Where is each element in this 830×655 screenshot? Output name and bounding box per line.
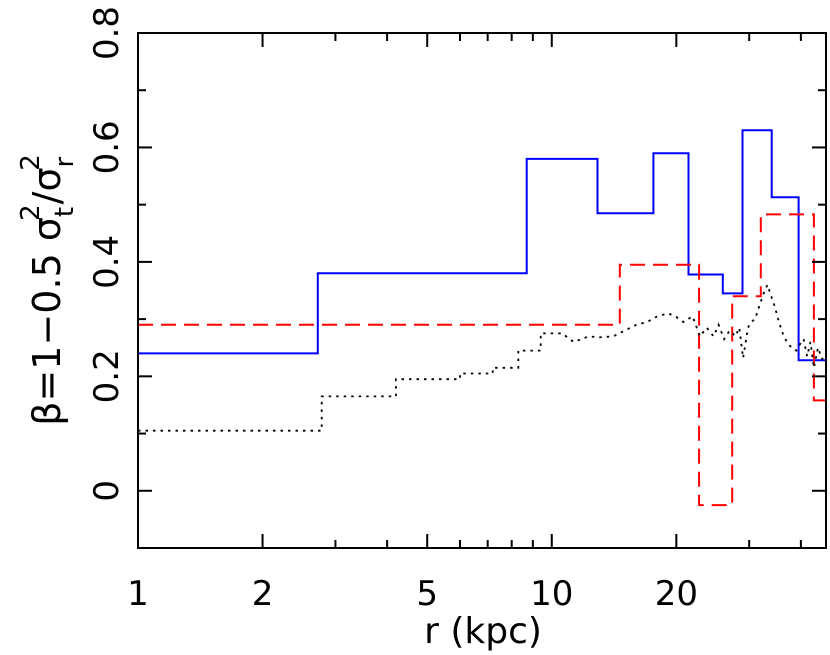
y-tick-label: 0: [87, 480, 127, 502]
x-tick-label: 2: [252, 574, 274, 614]
y-axis-label-sub-r: r: [50, 156, 80, 167]
y-tick-labels: 0 0.2 0.4 0.6 0.8: [87, 6, 127, 502]
y-axis-label-mid: /σ: [25, 167, 69, 204]
x-tick-label: 20: [655, 574, 698, 614]
x-axis-label: r (kpc): [424, 611, 542, 652]
x-tick-label: 5: [416, 574, 438, 614]
y-axis-label: β=1−0.5 σt2/σr2: [16, 154, 80, 426]
ticks-layer: [137, 32, 826, 549]
y-tick-label: 0.8: [87, 6, 127, 60]
x-tick-label: 1: [127, 574, 149, 614]
y-tick-label: 0.6: [87, 120, 127, 174]
y-axis-label-sup-2: 2: [16, 154, 46, 171]
y-tick-label: 0.4: [87, 235, 127, 289]
x-tick-label: 10: [530, 574, 573, 614]
series-line-solid: [138, 129, 826, 362]
y-axis-label-sub-t: t: [50, 207, 80, 217]
series-line-dashed: [138, 213, 826, 507]
plot-frame: [137, 32, 827, 549]
y-tick-label: 0.2: [87, 349, 127, 403]
y-axis-label-sup-1: 2: [16, 204, 46, 221]
y-axis-label-main: β=1−0.5 σ: [25, 217, 69, 426]
series-layer: [138, 129, 826, 507]
series-line-dotted: [138, 282, 826, 432]
x-tick-labels: 1 2 5 10 20: [127, 574, 698, 614]
